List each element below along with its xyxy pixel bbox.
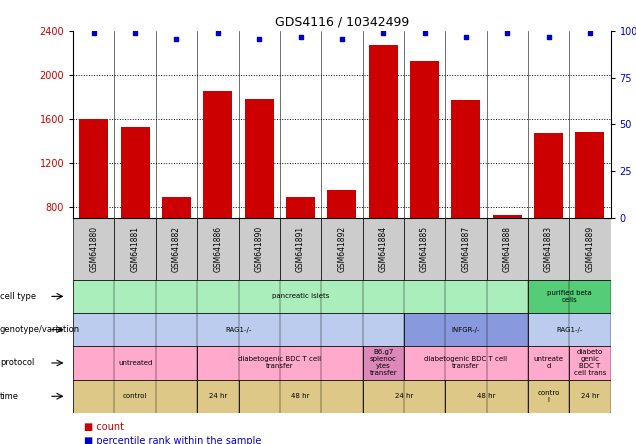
Bar: [73, 280, 528, 313]
Text: GSM641886: GSM641886: [213, 226, 223, 272]
Text: cell type: cell type: [0, 292, 36, 301]
Text: diabetogenic BDC T cell
transfer: diabetogenic BDC T cell transfer: [424, 357, 508, 369]
Bar: [280, 218, 321, 280]
Point: [543, 33, 553, 40]
Point: [460, 33, 471, 40]
Text: GSM641890: GSM641890: [254, 226, 264, 272]
Point: [337, 35, 347, 42]
Point: [502, 29, 513, 36]
Text: GSM641891: GSM641891: [296, 226, 305, 272]
Bar: [328, 190, 356, 294]
Text: untreated: untreated: [118, 360, 153, 366]
Bar: [445, 218, 487, 280]
Bar: [487, 218, 528, 280]
Point: [212, 29, 223, 36]
Bar: [121, 127, 149, 294]
Text: time: time: [0, 392, 19, 401]
Text: RAG1-/-: RAG1-/-: [225, 327, 252, 333]
Point: [420, 29, 430, 36]
Bar: [452, 100, 480, 294]
Text: 48 hr: 48 hr: [291, 393, 310, 399]
Bar: [156, 218, 197, 280]
Text: GSM641892: GSM641892: [337, 226, 347, 272]
Title: GDS4116 / 10342499: GDS4116 / 10342499: [275, 16, 409, 28]
Bar: [197, 380, 238, 413]
Text: GSM641882: GSM641882: [172, 226, 181, 272]
Bar: [363, 218, 404, 280]
Bar: [569, 346, 611, 380]
Text: 24 hr: 24 hr: [209, 393, 227, 399]
Bar: [73, 346, 197, 380]
Text: GSM641885: GSM641885: [420, 226, 429, 272]
Bar: [404, 218, 445, 280]
Text: pancreatic islets: pancreatic islets: [272, 293, 329, 299]
Text: GSM641889: GSM641889: [585, 226, 595, 272]
Bar: [493, 215, 522, 294]
Bar: [245, 99, 273, 294]
Bar: [204, 91, 232, 294]
Point: [295, 33, 306, 40]
Point: [172, 35, 182, 42]
Bar: [410, 61, 439, 294]
Text: contro
l: contro l: [537, 390, 560, 403]
Bar: [528, 313, 611, 346]
Bar: [534, 133, 563, 294]
Bar: [576, 132, 604, 294]
Text: control: control: [123, 393, 148, 399]
Text: GSM641883: GSM641883: [544, 226, 553, 272]
Bar: [162, 197, 191, 294]
Point: [130, 29, 141, 36]
Text: B6.g7
splenoc
ytes
transfer: B6.g7 splenoc ytes transfer: [370, 349, 397, 377]
Bar: [528, 346, 569, 380]
Text: GSM641884: GSM641884: [378, 226, 388, 272]
Bar: [73, 313, 404, 346]
Text: INFGR-/-: INFGR-/-: [452, 327, 480, 333]
Text: ■ percentile rank within the sample: ■ percentile rank within the sample: [84, 436, 261, 444]
Text: RAG1-/-: RAG1-/-: [556, 327, 583, 333]
Bar: [569, 380, 611, 413]
Text: GSM641881: GSM641881: [130, 226, 140, 272]
Bar: [114, 218, 156, 280]
Point: [378, 29, 388, 36]
Bar: [238, 218, 280, 280]
Bar: [528, 280, 611, 313]
Bar: [528, 380, 569, 413]
Text: ■ count: ■ count: [84, 422, 124, 432]
Point: [89, 29, 99, 36]
Bar: [404, 313, 528, 346]
Text: protocol: protocol: [0, 358, 34, 368]
Bar: [286, 197, 315, 294]
Text: diabeto
genic
BDC T
cell trans: diabeto genic BDC T cell trans: [574, 349, 606, 377]
Text: 24 hr: 24 hr: [581, 393, 599, 399]
Point: [584, 29, 595, 36]
Text: 24 hr: 24 hr: [395, 393, 413, 399]
Bar: [404, 346, 528, 380]
Text: GSM641888: GSM641888: [502, 226, 512, 272]
Bar: [369, 45, 398, 294]
Bar: [238, 380, 363, 413]
Bar: [528, 218, 569, 280]
Text: GSM641887: GSM641887: [461, 226, 471, 272]
Bar: [73, 218, 114, 280]
Bar: [363, 380, 445, 413]
Bar: [80, 119, 108, 294]
Text: 48 hr: 48 hr: [477, 393, 496, 399]
Text: genotype/variation: genotype/variation: [0, 325, 80, 334]
Bar: [73, 380, 197, 413]
Bar: [569, 218, 611, 280]
Text: diabetogenic BDC T cell
transfer: diabetogenic BDC T cell transfer: [238, 357, 321, 369]
Bar: [363, 346, 404, 380]
Bar: [321, 218, 363, 280]
Bar: [197, 218, 238, 280]
Text: untreate
d: untreate d: [534, 357, 563, 369]
Point: [254, 35, 265, 42]
Bar: [445, 380, 528, 413]
Text: purified beta
cells: purified beta cells: [547, 290, 591, 303]
Bar: [197, 346, 363, 380]
Text: GSM641880: GSM641880: [89, 226, 99, 272]
